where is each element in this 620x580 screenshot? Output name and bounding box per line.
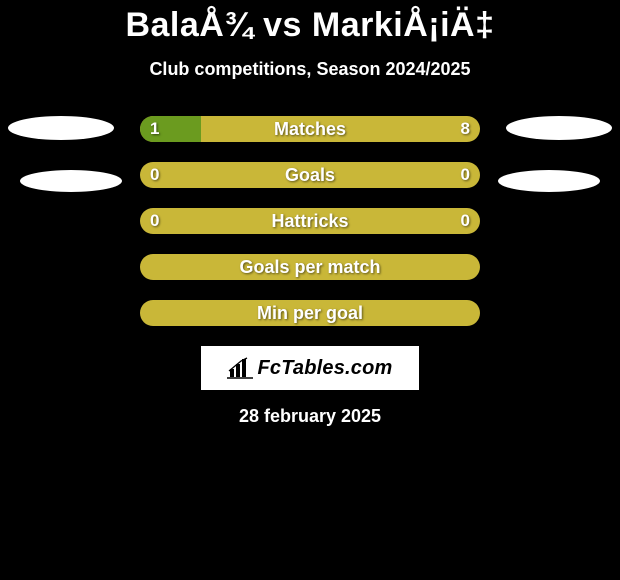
logo-box: FcTables.com bbox=[201, 346, 419, 390]
stat-bar-label: Goals bbox=[140, 162, 480, 188]
logo-text: FcTables.com bbox=[257, 357, 392, 380]
stat-bar-value-right: 8 bbox=[461, 116, 470, 142]
stats-bars: Matches18Goals00Hattricks00Goals per mat… bbox=[140, 116, 480, 326]
date-label: 28 february 2025 bbox=[0, 406, 620, 427]
page-title: BalaÅ¾ vs MarkiÅ¡iÄ‡ bbox=[0, 6, 620, 45]
stat-bar-value-left: 1 bbox=[150, 116, 159, 142]
stat-bar-label: Goals per match bbox=[140, 254, 480, 280]
page-subtitle: Club competitions, Season 2024/2025 bbox=[0, 59, 620, 80]
stat-bar: Min per goal bbox=[140, 300, 480, 326]
bar-chart-icon bbox=[227, 357, 253, 379]
content: Matches18Goals00Hattricks00Goals per mat… bbox=[0, 116, 620, 427]
player-right-avatar-placeholder bbox=[506, 116, 612, 140]
player-right-club-placeholder bbox=[498, 170, 600, 192]
stat-bar: Goals per match bbox=[140, 254, 480, 280]
stat-bar: Hattricks0 0 bbox=[140, 208, 480, 234]
stat-bar-label: Matches bbox=[140, 116, 480, 142]
stat-bar-value-left: 0 bbox=[150, 208, 159, 234]
stat-bar: Matches1 8 bbox=[140, 116, 480, 142]
player-left-club-placeholder bbox=[20, 170, 122, 192]
stat-bar-label: Min per goal bbox=[140, 300, 480, 326]
logo: FcTables.com bbox=[227, 357, 392, 380]
stat-bar-label: Hattricks bbox=[140, 208, 480, 234]
stat-bar: Goals0 0 bbox=[140, 162, 480, 188]
stat-bar-value-right: 0 bbox=[461, 208, 470, 234]
infographic-root: BalaÅ¾ vs MarkiÅ¡iÄ‡ Club competitions, … bbox=[0, 0, 620, 427]
stat-bar-value-left: 0 bbox=[150, 162, 159, 188]
player-left-avatar-placeholder bbox=[8, 116, 114, 140]
stat-bar-value-right: 0 bbox=[461, 162, 470, 188]
